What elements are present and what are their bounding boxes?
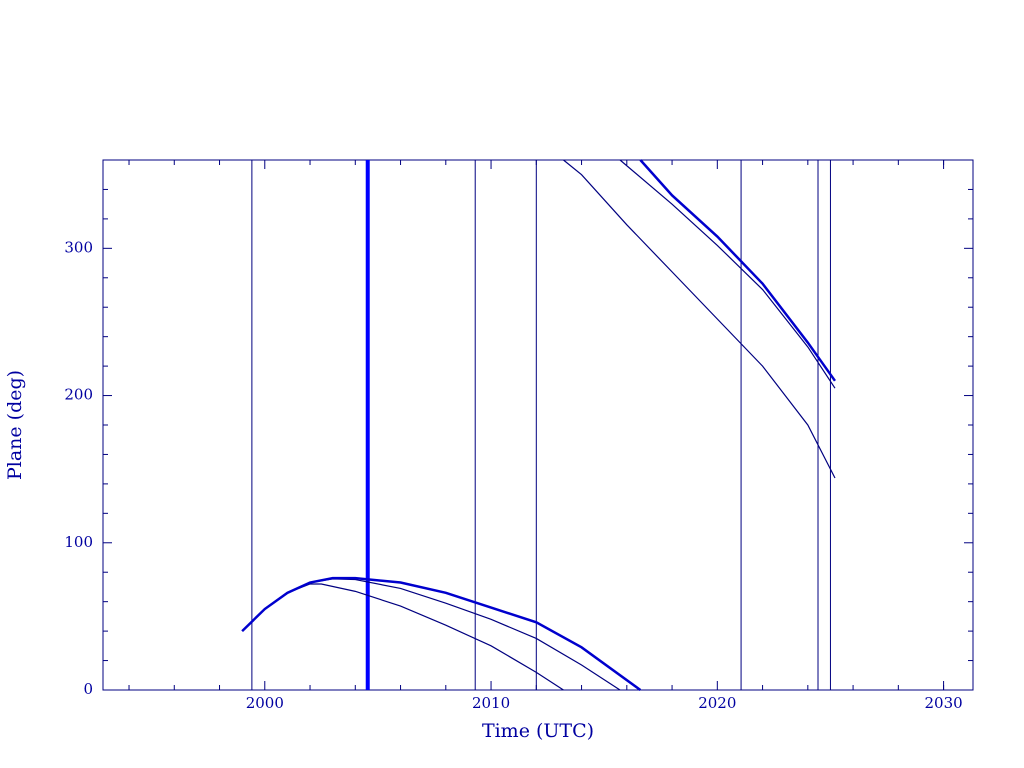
plot-frame	[102, 159, 974, 691]
series-line	[241, 159, 836, 692]
x-tick-label: 2020	[698, 694, 736, 712]
x-tick-label: 2010	[472, 694, 510, 712]
x-tick-label: 2000	[246, 694, 284, 712]
x-axis-label: Time (UTC)	[482, 720, 594, 742]
series-line	[241, 159, 836, 691]
y-tick-label: 0	[83, 680, 93, 698]
y-tick-label: 300	[64, 238, 93, 256]
y-tick-label: 200	[64, 386, 93, 404]
series-line	[241, 159, 836, 691]
y-tick-label: 100	[64, 533, 93, 551]
y-axis-label: Plane (deg)	[4, 370, 26, 480]
x-tick-label: 2030	[924, 694, 962, 712]
